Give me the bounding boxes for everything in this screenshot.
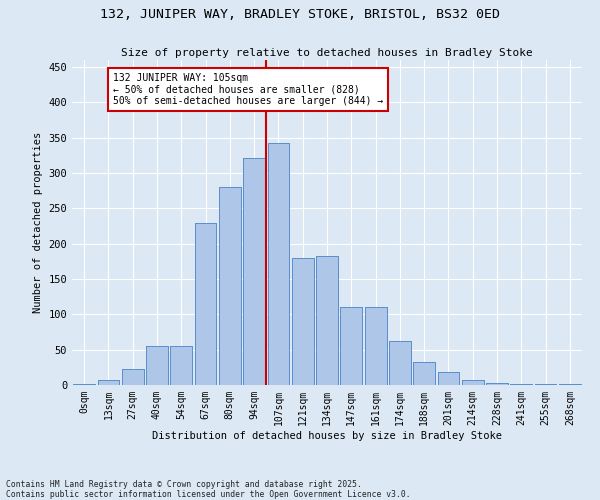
- Bar: [97, 380, 119, 385]
- Bar: [170, 346, 192, 385]
- Bar: [437, 372, 460, 385]
- Bar: [389, 341, 411, 385]
- Bar: [292, 258, 314, 385]
- Bar: [559, 384, 581, 385]
- Bar: [462, 380, 484, 385]
- Bar: [73, 384, 95, 385]
- Bar: [437, 372, 460, 385]
- Bar: [194, 222, 217, 385]
- Text: Contains HM Land Registry data © Crown copyright and database right 2025.
Contai: Contains HM Land Registry data © Crown c…: [6, 480, 410, 499]
- Bar: [535, 384, 556, 385]
- Bar: [413, 362, 435, 385]
- Bar: [170, 346, 192, 385]
- Bar: [268, 144, 289, 385]
- Bar: [122, 370, 143, 385]
- Bar: [97, 380, 119, 385]
- Title: Size of property relative to detached houses in Bradley Stoke: Size of property relative to detached ho…: [121, 48, 533, 58]
- Bar: [340, 308, 362, 385]
- Bar: [146, 346, 168, 385]
- X-axis label: Distribution of detached houses by size in Bradley Stoke: Distribution of detached houses by size …: [152, 430, 502, 440]
- Bar: [340, 308, 362, 385]
- Bar: [146, 346, 168, 385]
- Bar: [365, 308, 386, 385]
- Bar: [389, 341, 411, 385]
- Bar: [268, 144, 289, 385]
- Bar: [316, 256, 338, 385]
- Bar: [486, 383, 508, 385]
- Bar: [243, 158, 265, 385]
- Text: 132 JUNIPER WAY: 105sqm
← 50% of detached houses are smaller (828)
50% of semi-d: 132 JUNIPER WAY: 105sqm ← 50% of detache…: [113, 72, 383, 106]
- Bar: [292, 258, 314, 385]
- Bar: [122, 370, 143, 385]
- Bar: [413, 362, 435, 385]
- Bar: [535, 384, 556, 385]
- Bar: [486, 383, 508, 385]
- Bar: [219, 187, 241, 385]
- Bar: [73, 384, 95, 385]
- Bar: [511, 384, 532, 385]
- Bar: [462, 380, 484, 385]
- Text: 132, JUNIPER WAY, BRADLEY STOKE, BRISTOL, BS32 0ED: 132, JUNIPER WAY, BRADLEY STOKE, BRISTOL…: [100, 8, 500, 20]
- Bar: [511, 384, 532, 385]
- Bar: [243, 158, 265, 385]
- Bar: [316, 256, 338, 385]
- Y-axis label: Number of detached properties: Number of detached properties: [33, 132, 43, 313]
- Bar: [559, 384, 581, 385]
- Bar: [219, 187, 241, 385]
- Bar: [194, 222, 217, 385]
- Bar: [365, 308, 386, 385]
